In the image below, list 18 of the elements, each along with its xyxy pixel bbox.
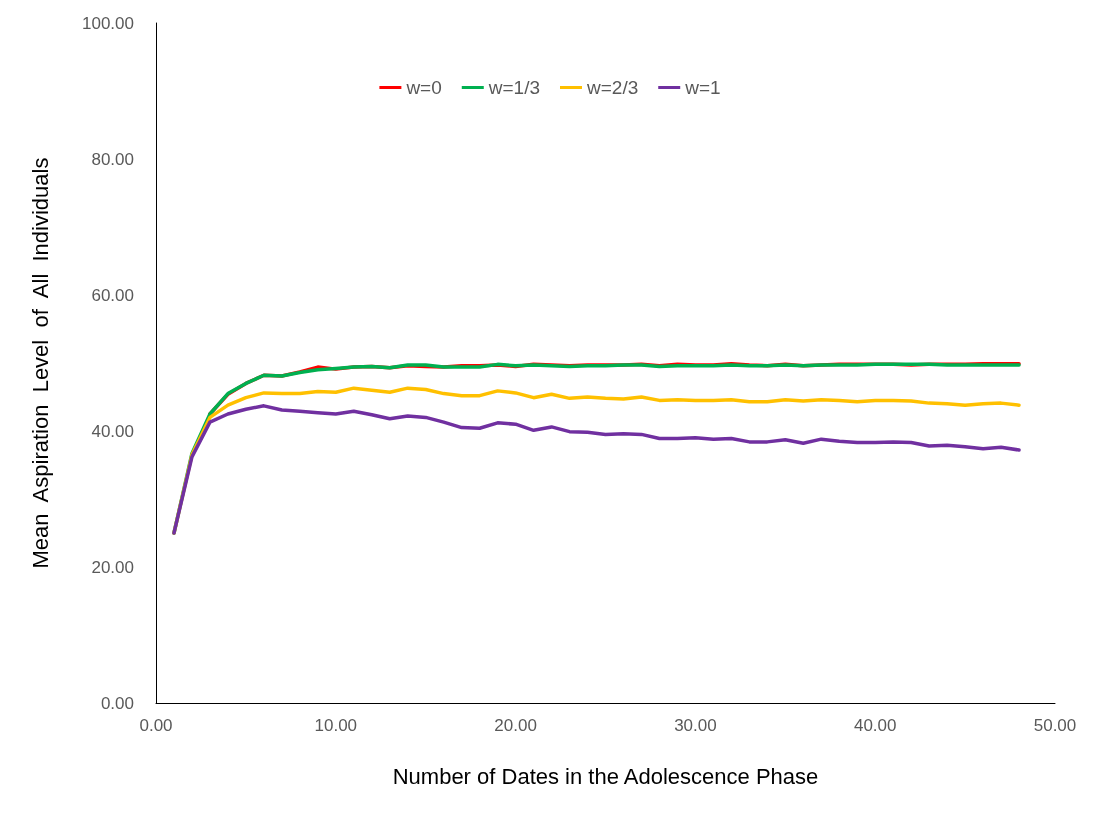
y-tick-label: 60.00	[91, 285, 134, 305]
y-axis-title: Mean Aspiration Level of All Individuals	[27, 157, 53, 569]
y-tick-label: 80.00	[91, 149, 134, 169]
x-tick-label: 40.00	[853, 716, 897, 735]
x-axis-title: Number of Dates in the Adolescence Phase	[392, 763, 819, 789]
legend-label: w=1/3	[487, 77, 540, 98]
x-tick-label: 50.00	[1033, 716, 1077, 735]
y-tick-label: 100.00	[82, 13, 134, 33]
legend-label: w=0	[405, 77, 442, 98]
legend-label: w=1	[684, 77, 721, 98]
y-tick-label: 20.00	[91, 557, 134, 577]
x-tick-label: 20.00	[494, 716, 537, 735]
legend-label: w=2/3	[586, 77, 639, 98]
y-tick-label: 0.00	[100, 693, 134, 713]
x-tick-label: 0.00	[139, 716, 173, 735]
x-tick-label: 10.00	[314, 716, 358, 735]
y-tick-label: 40.00	[91, 421, 134, 441]
x-tick-label: 30.00	[674, 716, 717, 735]
